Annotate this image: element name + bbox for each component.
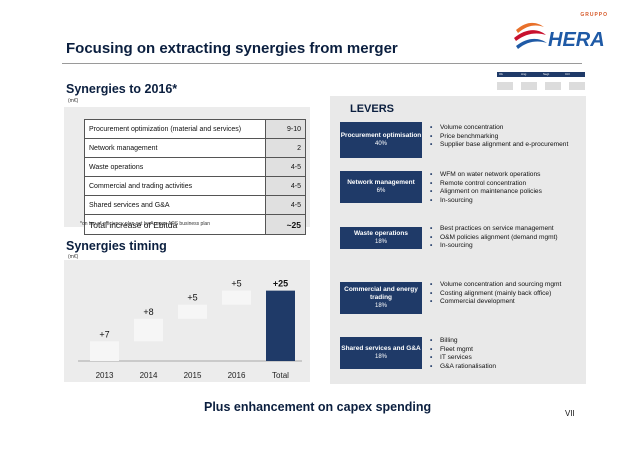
lever-waste: Waste operations 18%	[340, 227, 422, 249]
table-row: Waste operations 4-5	[84, 157, 306, 177]
lever-bullet: Fleet mgmt	[430, 346, 588, 355]
row-value: 4-5	[265, 157, 306, 177]
lever-bullet: Alignment on maintenance policies	[430, 188, 588, 197]
mini-logo	[497, 82, 513, 90]
chart-data-label: +25	[273, 279, 288, 289]
lever-bullet: In-sourcing	[430, 242, 588, 251]
lever-shared-services-bullets: Billing Fleet mgmt IT services G&A ratio…	[430, 337, 588, 371]
chart-tick-label: 2013	[96, 371, 114, 380]
chart-bar	[178, 304, 207, 319]
lever-name: Waste operations	[354, 229, 408, 237]
title-divider	[62, 63, 582, 64]
lever-bullet: Price benchmarking	[430, 133, 588, 142]
chart-bar	[134, 318, 163, 342]
timing-unit: (m€)	[68, 254, 79, 260]
synergies-footnote: *on top of efficiency plan set by Acegas…	[80, 221, 210, 227]
mini-group-strip: Ok Ang Segt Ctrl	[497, 72, 585, 96]
row-label: Commercial and trading activities	[84, 176, 266, 196]
table-total-row: Total increase of Ebitda ~25	[84, 214, 306, 235]
lever-bullet: O&M policies alignment (demand mgmt)	[430, 234, 588, 243]
lever-procurement: Procurement optimisation 40%	[340, 122, 422, 158]
chart-tick-label: Total	[272, 371, 289, 380]
lever-bullet: Commercial development	[430, 298, 588, 307]
lever-procurement-bullets: Volume concentration Price benchmarking …	[430, 124, 588, 150]
mini-logo	[569, 82, 585, 90]
lever-shared-services: Shared services and G&A 18%	[340, 337, 422, 369]
row-value: 9-10	[265, 119, 306, 139]
chart-data-label: +5	[231, 279, 241, 289]
row-value: 4-5	[265, 176, 306, 196]
table-row: Procurement optimization (material and s…	[84, 119, 306, 139]
lever-name: Procurement optimisation	[340, 131, 422, 139]
lever-bullet: IT services	[430, 354, 588, 363]
chart-tick-label: 2016	[228, 371, 246, 380]
lever-waste-bullets: Best practices on service management O&M…	[430, 225, 588, 251]
mini-strip-label: Ang	[521, 72, 527, 76]
lever-bullet: Billing	[430, 337, 588, 346]
synergies-table: Procurement optimization (material and s…	[84, 119, 306, 235]
capex-statement: Plus enhancement on capex spending	[204, 400, 432, 414]
lever-bullet: Costing alignment (mainly back office)	[430, 290, 588, 299]
chart-data-label: +7	[99, 329, 109, 339]
chart-data-label: +8	[143, 307, 153, 317]
mini-logo	[545, 82, 561, 90]
page-number: VII	[565, 409, 575, 418]
lever-bullet: Volume concentration and sourcing mgmt	[430, 281, 588, 290]
row-label: Waste operations	[84, 157, 266, 177]
row-label: Procurement optimization (material and s…	[84, 119, 266, 139]
lever-pct: 18%	[374, 302, 387, 309]
row-label: Shared services and G&A	[84, 195, 266, 215]
synergies-unit: (m€)	[68, 98, 79, 104]
chart-tick-label: 2015	[184, 371, 202, 380]
mini-logo	[521, 82, 537, 90]
lever-bullet: Volume concentration	[430, 124, 588, 133]
lever-name: Commercial and energy trading	[344, 285, 418, 301]
lever-pct: 40%	[374, 140, 387, 147]
timing-chart: +7 2013 +8 2014 +5 2015 +5 2016 +25 Total	[78, 279, 302, 380]
lever-bullet: Remote control concentration	[430, 180, 588, 189]
lever-commercial-bullets: Volume concentration and sourcing mgmt C…	[430, 281, 588, 307]
lever-network: Network management 6%	[340, 171, 422, 203]
table-row: Network management 2	[84, 138, 306, 158]
timing-title: Synergies timing	[66, 239, 167, 253]
total-value: ~25	[265, 214, 306, 235]
levers-title: LEVERS	[350, 103, 395, 115]
lever-pct: 6%	[376, 187, 386, 194]
chart-bar	[90, 341, 119, 361]
lever-network-bullets: WFM on water network operations Remote c…	[430, 171, 588, 205]
lever-commercial: Commercial and energy trading 18%	[340, 282, 422, 314]
chart-bar	[222, 290, 251, 305]
hera-logo-mark: HERA	[514, 22, 605, 51]
lever-name: Network management	[347, 178, 415, 186]
chart-data-label: +5	[187, 293, 197, 303]
lever-bullet: WFM on water network operations	[430, 171, 588, 180]
table-row: Commercial and trading activities 4-5	[84, 176, 306, 196]
hera-logo: GRUPPO HERA	[512, 12, 612, 58]
chart-tick-label: 2014	[140, 371, 158, 380]
mini-strip-label: Ok	[499, 72, 503, 76]
lever-bullet: Supplier base alignment and e-procuremen…	[430, 141, 588, 150]
lever-bullet: In-sourcing	[430, 197, 588, 206]
chart-bar-total	[266, 290, 295, 361]
mini-strip-label: Ctrl	[565, 72, 570, 76]
lever-bullet: G&A rationalisation	[430, 363, 588, 372]
lever-pct: 18%	[374, 238, 387, 245]
row-value: 4-5	[265, 195, 306, 215]
logo-gruppo-text: GRUPPO	[580, 12, 608, 18]
logo-wordmark: HERA	[548, 29, 605, 51]
lever-pct: 18%	[374, 353, 387, 360]
table-row: Shared services and G&A 4-5	[84, 195, 306, 215]
synergies-title: Synergies to 2016*	[66, 82, 178, 96]
lever-name: Shared services and G&A	[341, 344, 421, 352]
row-value: 2	[265, 138, 306, 158]
mini-strip-label: Segt	[543, 72, 550, 76]
row-label: Network management	[84, 138, 266, 158]
page-title: Focusing on extracting synergies from me…	[66, 40, 398, 57]
lever-bullet: Best practices on service management	[430, 225, 588, 234]
